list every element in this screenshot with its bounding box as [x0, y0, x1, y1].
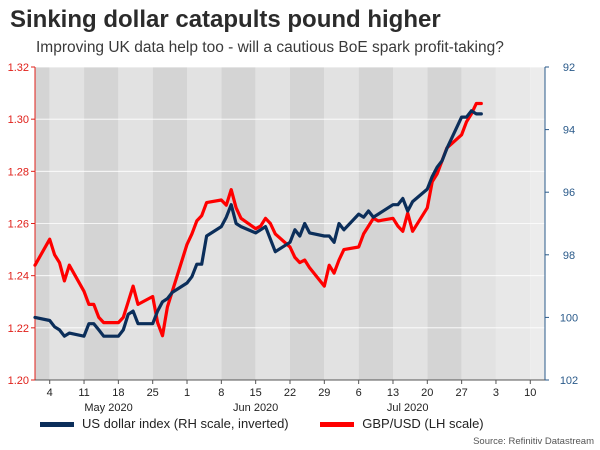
x-tick-label: 10 [524, 387, 536, 399]
x-tick-label: 20 [421, 387, 433, 399]
x-tick-label: 29 [318, 387, 330, 399]
x-month-label: May 2020 [84, 402, 132, 414]
right-tick-label: 98 [563, 250, 575, 262]
x-tick-label: 25 [147, 387, 159, 399]
left-tick-label: 1.30 [8, 114, 29, 126]
x-tick-label: 11 [78, 387, 89, 399]
left-tick-label: 1.26 [8, 219, 29, 231]
x-tick-label: 22 [284, 387, 296, 399]
chart-title: Sinking dollar catapults pound higher [10, 6, 441, 33]
x-month-label: Jul 2020 [387, 402, 429, 414]
right-tick-label: 102 [560, 375, 578, 387]
legend-item-dxy: US dollar index (RH scale, inverted) [40, 416, 289, 431]
legend-item-gbp: GBP/USD (LH scale) [320, 416, 484, 431]
left-tick-label: 1.32 [8, 62, 29, 74]
x-tick-label: 4 [47, 387, 53, 399]
legend-label-gbp: GBP/USD (LH scale) [362, 416, 484, 431]
series-line-gbp [33, 101, 483, 338]
x-tick-label: 13 [387, 387, 399, 399]
right-tick-label: 94 [563, 125, 575, 137]
x-month-label: Jun 2020 [233, 402, 278, 414]
left-tick-label: 1.28 [8, 166, 29, 178]
legend-swatch-dxy [40, 422, 74, 428]
left-tick-label: 1.22 [8, 323, 29, 335]
source-note: Source: Refinitiv Datastream [473, 436, 594, 447]
x-tick-label: 3 [493, 387, 499, 399]
legend: US dollar index (RH scale, inverted) GBP… [40, 416, 512, 431]
series-line-dxy [33, 109, 483, 338]
left-tick-label: 1.24 [8, 271, 29, 283]
x-tick-label: 15 [250, 387, 262, 399]
right-tick-label: 100 [560, 312, 578, 324]
left-tick-label: 1.20 [8, 375, 29, 387]
legend-label-dxy: US dollar index (RH scale, inverted) [82, 416, 289, 431]
right-tick-label: 92 [563, 62, 575, 74]
legend-swatch-gbp [320, 422, 355, 428]
chart-subtitle: Improving UK data help too - will a caut… [36, 39, 504, 56]
x-tick-label: 6 [356, 387, 362, 399]
x-tick-label: 1 [184, 387, 190, 399]
x-tick-label: 18 [112, 387, 124, 399]
x-tick-label: 27 [456, 387, 468, 399]
right-tick-label: 96 [563, 187, 575, 199]
x-tick-label: 8 [218, 387, 224, 399]
